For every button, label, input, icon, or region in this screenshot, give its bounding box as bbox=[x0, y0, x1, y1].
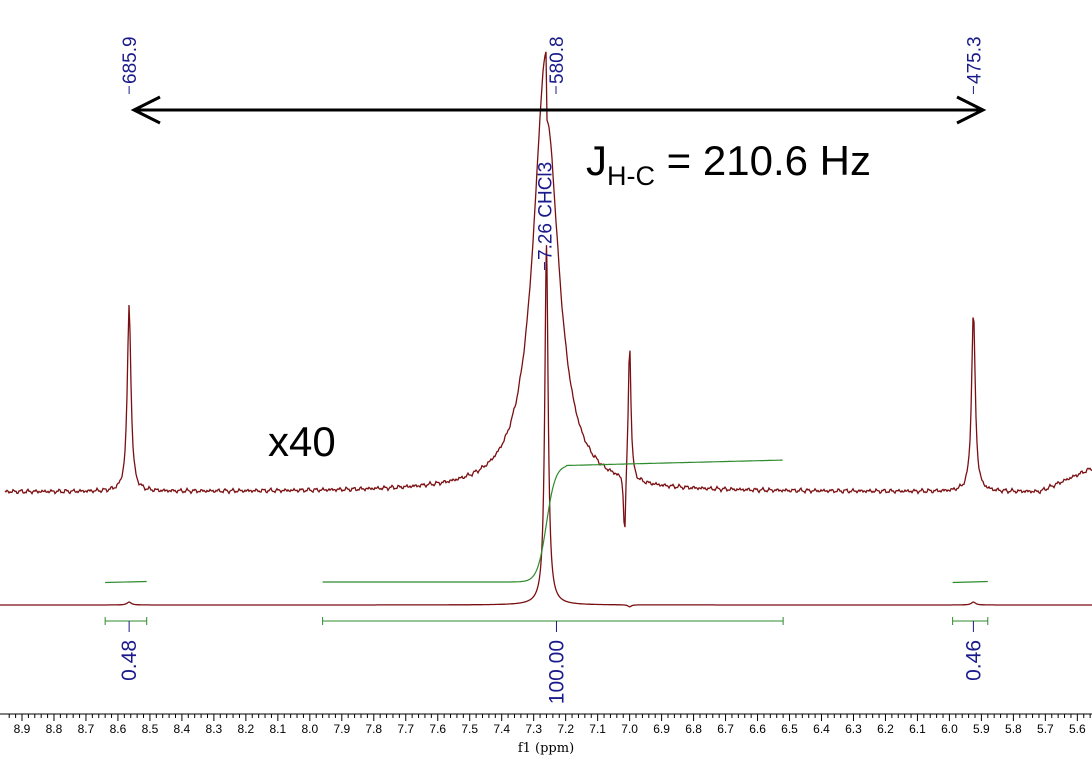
x-tick-label: 7.3 bbox=[525, 722, 542, 736]
x-tick-label: 5.6 bbox=[1069, 722, 1086, 736]
x-ticks: 8.9 8.8 8.7 8.6 8.5 8.4 8.3 8.2 8.1 8.0 7.9 7.8 7.7 7… bbox=[8, 714, 1091, 736]
coupling-double-arrow bbox=[130, 95, 987, 125]
integral-segment bbox=[952, 580, 988, 584]
x-tick-label: 6.1 bbox=[909, 722, 926, 736]
x-tick-label: 8.1 bbox=[269, 722, 286, 736]
x-tick-label: 7.0 bbox=[621, 722, 638, 736]
integral-value-label: 100.00 bbox=[545, 640, 568, 704]
x-axis: 8.9 8.8 8.7 8.6 8.5 8.4 8.3 8.2 8.1 8.0 7.9 7.8 7.7 7… bbox=[0, 713, 1092, 756]
peak-label: 475.3 bbox=[964, 36, 985, 84]
x-tick-label: 8.3 bbox=[206, 722, 223, 736]
spectrum-trace-main bbox=[0, 245, 1092, 608]
x-axis-title: f1 (ppm) bbox=[518, 741, 574, 756]
x-tick-label: 8.8 bbox=[46, 722, 63, 736]
x-tick-label: 8.0 bbox=[301, 722, 318, 736]
peak-labels: 685.9 580.8 7.26 CHCl3 475.3 bbox=[120, 36, 985, 270]
x-tick-label: 6.9 bbox=[653, 722, 670, 736]
integral-curve bbox=[322, 459, 783, 583]
x-tick-label: 6.6 bbox=[749, 722, 766, 736]
coupling-constant-label: JH-C = 210.6 Hz bbox=[586, 137, 871, 191]
integral-labels: 0.48 100.00 0.46 bbox=[118, 621, 985, 704]
x-tick-label: 7.5 bbox=[461, 722, 478, 736]
integral-range-bracket bbox=[104, 617, 148, 625]
x-tick-label: 7.8 bbox=[365, 722, 382, 736]
scale-factor-label: x40 bbox=[268, 418, 336, 465]
x-tick-label: 6.0 bbox=[941, 722, 958, 736]
x-tick-label: 7.6 bbox=[429, 722, 446, 736]
integral-stubs bbox=[104, 580, 989, 625]
coupling-value: = 210.6 Hz bbox=[655, 137, 871, 184]
x-tick-label: 7.9 bbox=[333, 722, 350, 736]
coupling-symbol: J bbox=[586, 137, 607, 184]
x-tick-label: 6.5 bbox=[781, 722, 798, 736]
x-tick-label: 8.7 bbox=[78, 722, 95, 736]
x-tick-label: 7.1 bbox=[589, 722, 606, 736]
x-tick-label: 6.8 bbox=[685, 722, 702, 736]
x-tick-label: 5.8 bbox=[1005, 722, 1022, 736]
x-tick-label: 8.9 bbox=[14, 722, 31, 736]
integral-range-bracket bbox=[952, 617, 989, 625]
x-tick-label: 6.3 bbox=[845, 722, 862, 736]
x-tick-label: 7.7 bbox=[397, 722, 414, 736]
x-tick-label: 6.7 bbox=[717, 722, 734, 736]
x-tick-label: 7.4 bbox=[493, 722, 510, 736]
peak-label: 7.26 CHCl3 bbox=[535, 162, 556, 260]
peak-label: 685.9 bbox=[120, 36, 141, 84]
integral-value-label: 0.48 bbox=[118, 640, 141, 681]
peak-label: 580.8 bbox=[547, 36, 568, 84]
x-tick-label: 8.6 bbox=[110, 722, 127, 736]
x-tick-label: 7.2 bbox=[557, 722, 574, 736]
x-tick-label: 6.4 bbox=[813, 722, 830, 736]
integral-value-label: 0.46 bbox=[962, 640, 985, 681]
x-tick-label: 6.2 bbox=[877, 722, 894, 736]
x-tick-label: 8.5 bbox=[142, 722, 159, 736]
x-tick-label: 8.2 bbox=[238, 722, 255, 736]
integral-segment bbox=[105, 580, 147, 584]
integral-range-bracket bbox=[322, 617, 784, 625]
spectrum-trace-x40 bbox=[4, 51, 1092, 528]
coupling-subscript: H-C bbox=[607, 161, 655, 191]
x-tick-label: 5.9 bbox=[973, 722, 990, 736]
x-tick-label: 8.4 bbox=[174, 722, 191, 736]
x-tick-label: 5.7 bbox=[1037, 722, 1054, 736]
